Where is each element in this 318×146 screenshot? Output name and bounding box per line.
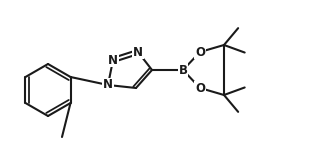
Text: O: O <box>195 46 205 59</box>
Text: N: N <box>133 46 143 59</box>
Text: N: N <box>108 53 118 66</box>
Text: N: N <box>103 79 113 92</box>
Text: B: B <box>178 64 188 77</box>
Text: O: O <box>195 81 205 94</box>
